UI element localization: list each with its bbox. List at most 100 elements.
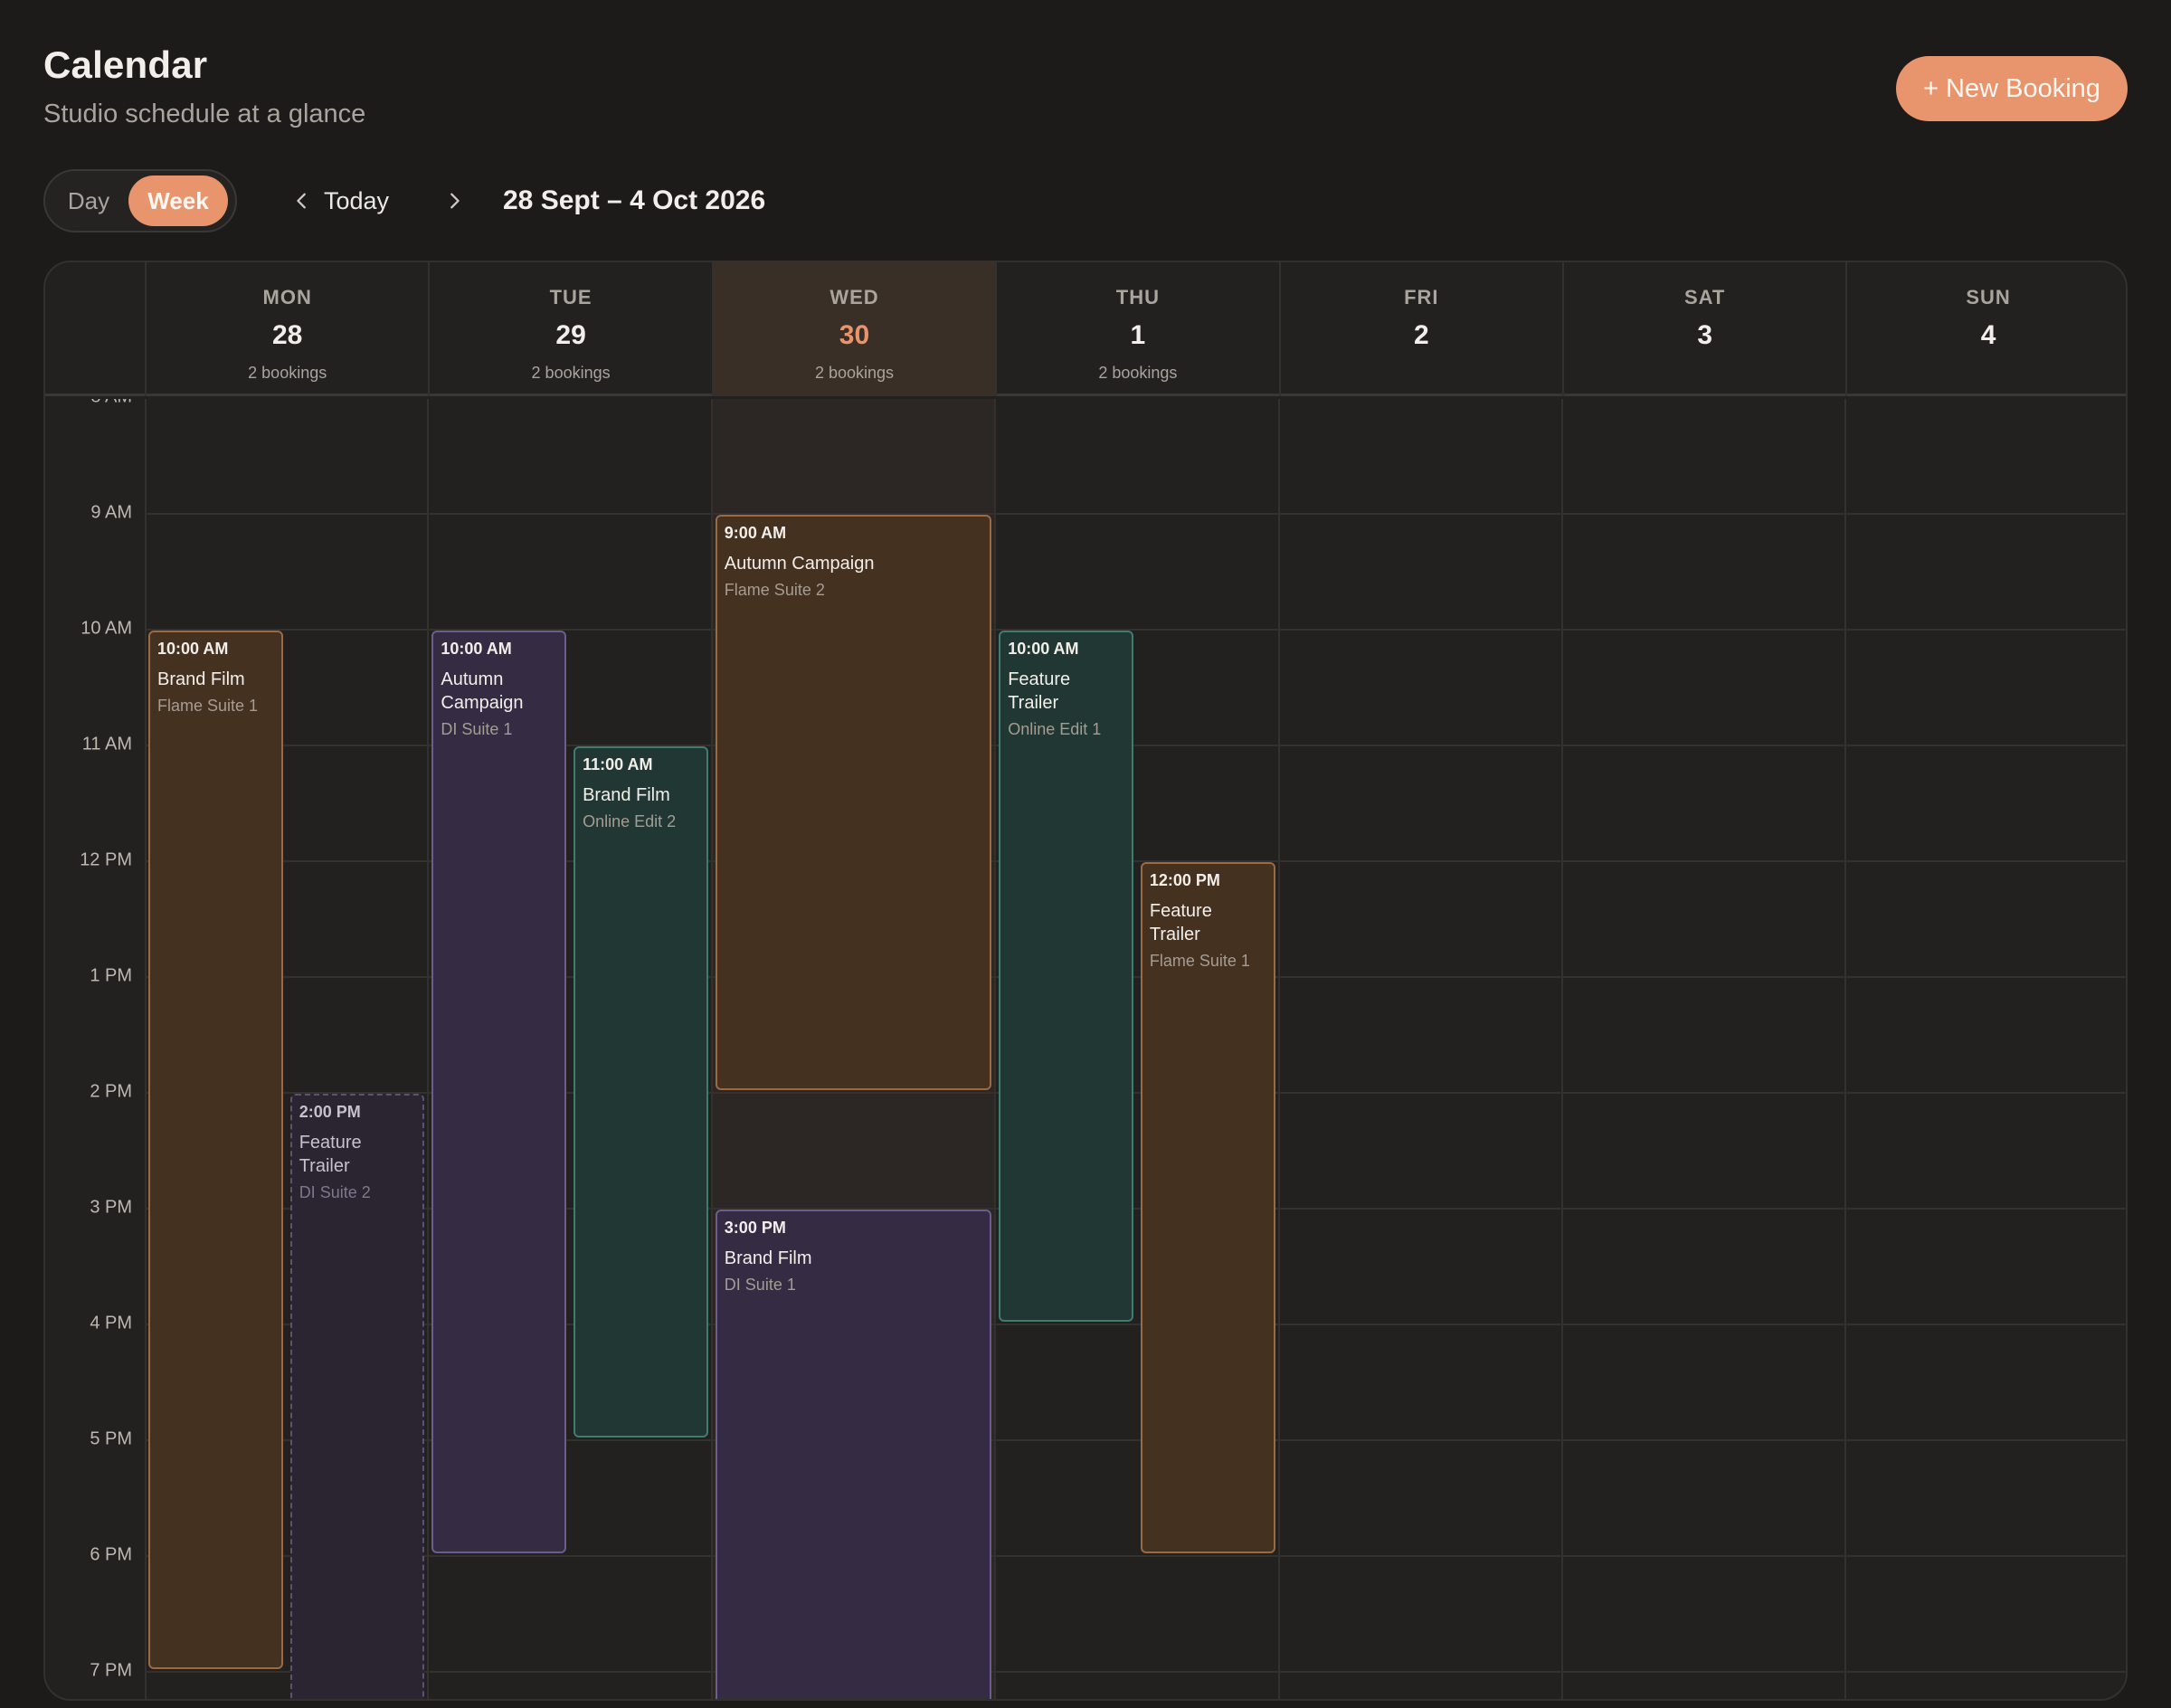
day-number: 30 — [839, 320, 870, 350]
event-room: DI Suite 1 — [441, 720, 513, 738]
time-label: 11 AM — [81, 734, 132, 754]
day-column-divider — [1844, 399, 1847, 1699]
event-title: Feature Trailer — [299, 1133, 362, 1176]
day-column-divider — [1561, 399, 1563, 1699]
hour-line — [145, 745, 2126, 746]
time-label: 12 PM — [80, 849, 132, 870]
day-name: SAT — [1684, 286, 1726, 308]
time-grid: 8 AM 9 AM 10 AM 11 AM 12 PM 1 PM 2 PM 3 PM 4 PM 5… — [45, 399, 2126, 1699]
day-name: SUN — [1966, 286, 2011, 308]
time-label: 4 PM — [90, 1313, 132, 1333]
booking-event[interactable]: 2:00 PM Feature Trailer DI Suite 2 — [289, 1094, 425, 1699]
view-toggle: Day Week — [43, 169, 237, 232]
day-header-sun[interactable]: SUN 4 — [1845, 262, 2126, 396]
day-name: MON — [262, 286, 312, 308]
day-column-divider — [1277, 399, 1280, 1699]
booking-event[interactable]: 10:00 AM Autumn Campaign DI Suite 1 — [431, 631, 567, 1553]
hour-line — [145, 1671, 2126, 1673]
hour-line — [145, 860, 2126, 862]
event-title: Brand Film — [724, 1248, 812, 1268]
booking-count: 2 bookings — [531, 364, 611, 382]
day-header-mon[interactable]: MON 28 2 bookings — [145, 262, 428, 396]
event-title: Brand Film — [583, 785, 670, 805]
calendar-toolbar: Day Week Today 28 Sept – 4 Oct 2026 — [43, 169, 765, 232]
event-time: 10:00 AM — [441, 640, 512, 658]
booking-event[interactable]: 9:00 AM Autumn Campaign Flame Suite 2 — [715, 515, 992, 1090]
page-title: Calendar — [43, 43, 208, 86]
event-title: Feature Trailer — [1149, 901, 1212, 944]
page-subtitle: Studio schedule at a glance — [43, 100, 366, 128]
hour-line — [145, 513, 2126, 515]
booking-event[interactable]: 12:00 PM Feature Trailer Flame Suite 1 — [1140, 862, 1275, 1553]
booking-event[interactable]: 10:00 AM Feature Trailer Online Edit 1 — [999, 631, 1133, 1322]
view-day-button[interactable]: Day — [67, 186, 110, 214]
event-room: Flame Suite 1 — [157, 697, 259, 715]
view-week-button[interactable]: Week — [128, 176, 228, 226]
time-label: 6 PM — [90, 1544, 132, 1565]
day-header-thu[interactable]: THU 1 2 bookings — [995, 262, 1278, 396]
event-room: DI Suite 1 — [724, 1276, 796, 1294]
time-label: 10 AM — [81, 618, 132, 639]
event-room: Flame Suite 2 — [724, 581, 825, 599]
day-column-divider — [710, 399, 713, 1699]
day-header-tue[interactable]: TUE 29 2 bookings — [428, 262, 711, 396]
week-calendar: MON 28 2 bookings TUE 29 2 bookings WED 30 2 boo… — [43, 261, 2128, 1701]
day-number: 3 — [1697, 320, 1713, 350]
booking-count: 2 bookings — [248, 364, 327, 382]
chevron-left-icon — [297, 193, 306, 209]
time-label: 1 PM — [90, 965, 132, 986]
booking-count: 2 bookings — [1098, 364, 1178, 382]
today-button[interactable]: Today — [324, 186, 390, 214]
event-title: Feature Trailer — [1008, 669, 1071, 713]
day-number: 29 — [555, 320, 586, 350]
day-number: 1 — [1130, 320, 1146, 350]
date-range-label: 28 Sept – 4 Oct 2026 — [503, 185, 766, 215]
event-room: DI Suite 2 — [299, 1183, 371, 1201]
time-label: 3 PM — [90, 1197, 132, 1218]
day-header-fri[interactable]: FRI 2 — [1278, 262, 1562, 396]
booking-event[interactable]: 11:00 AM Brand Film Online Edit 2 — [574, 746, 708, 1438]
day-header-sat[interactable]: SAT 3 — [1562, 262, 1845, 396]
event-title: Brand Film — [157, 669, 245, 689]
time-label: 5 PM — [90, 1428, 132, 1449]
hour-line — [145, 1324, 2126, 1325]
day-name: THU — [1115, 286, 1160, 308]
event-time: 2:00 PM — [299, 1103, 361, 1121]
day-header-row: MON 28 2 bookings TUE 29 2 bookings WED 30 2 boo… — [45, 262, 2126, 396]
event-time: 11:00 AM — [583, 755, 653, 773]
event-room: Flame Suite 1 — [1149, 952, 1250, 970]
prev-week-button[interactable] — [284, 169, 320, 232]
hour-line — [145, 629, 2126, 631]
hour-line — [145, 976, 2126, 978]
day-name: WED — [830, 286, 879, 308]
hour-line — [145, 1439, 2126, 1441]
hour-line — [145, 1555, 2126, 1557]
event-time: 10:00 AM — [1008, 640, 1079, 658]
event-time: 12:00 PM — [1149, 871, 1220, 889]
time-label: 9 AM — [90, 502, 132, 523]
time-label: 2 PM — [90, 1081, 132, 1102]
day-name: FRI — [1404, 286, 1439, 308]
day-number: 28 — [272, 320, 303, 350]
event-room: Online Edit 1 — [1008, 720, 1102, 738]
booking-event[interactable]: 10:00 AM Brand Film Flame Suite 1 — [148, 631, 283, 1669]
booking-count: 2 bookings — [814, 364, 895, 382]
event-time: 9:00 AM — [724, 524, 787, 542]
event-time: 3:00 PM — [724, 1219, 786, 1237]
time-label: 7 PM — [90, 1660, 132, 1681]
day-column-divider — [145, 399, 147, 1699]
day-header-wed[interactable]: WED 30 2 bookings — [711, 262, 996, 396]
next-week-button[interactable] — [436, 169, 472, 232]
day-number: 2 — [1413, 320, 1429, 350]
booking-event[interactable]: 3:00 PM Brand Film DI Suite 1 — [715, 1210, 992, 1699]
chevron-right-icon — [450, 193, 460, 209]
event-room: Online Edit 2 — [583, 812, 677, 830]
day-column-divider — [994, 399, 997, 1699]
hour-line — [145, 1208, 2126, 1210]
time-label: 8 AM — [45, 399, 132, 408]
event-title: Autumn Campaign — [724, 554, 875, 574]
new-booking-button[interactable]: + New Booking — [1896, 56, 2128, 121]
day-name: TUE — [549, 286, 593, 308]
event-time: 10:00 AM — [157, 640, 229, 658]
day-number: 4 — [1980, 320, 1996, 350]
